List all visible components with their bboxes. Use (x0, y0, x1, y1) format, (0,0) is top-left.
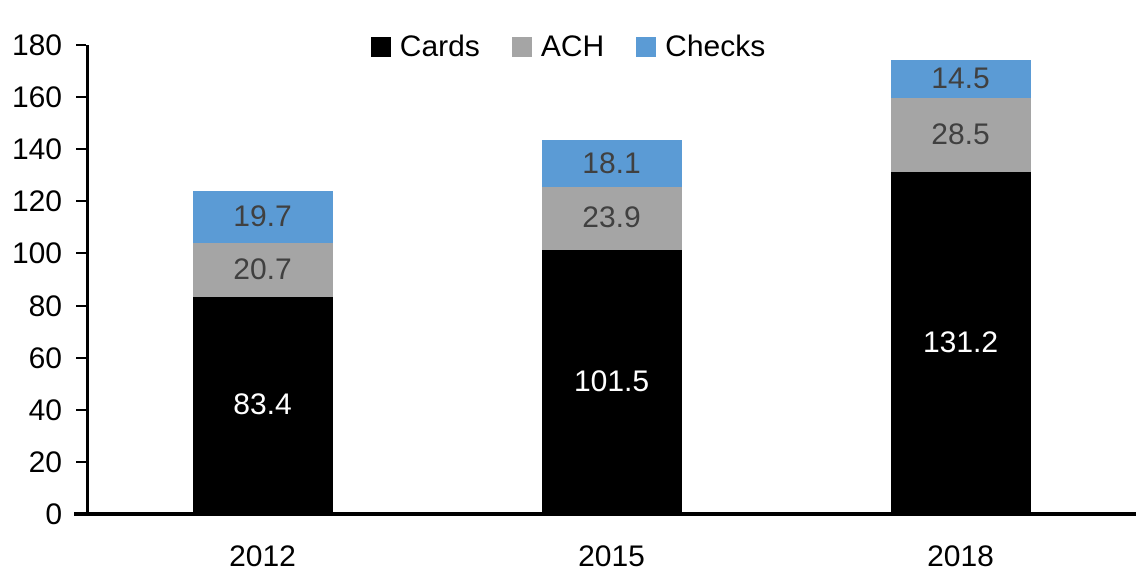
y-axis-line (86, 45, 89, 516)
bar-segment-2015-cards: 101.5 (541, 249, 682, 514)
y-tick-80 (76, 304, 86, 307)
legend-swatch-icon-checks (636, 37, 657, 57)
y-tick-label-160: 160 (11, 81, 62, 115)
y-tick-label-100: 100 (11, 237, 62, 271)
y-tick-180 (76, 44, 86, 46)
chart-legend: Cards ACH Checks (0, 32, 1136, 62)
x-axis-label-2015: 2015 (578, 540, 645, 573)
legend-label-cards: Cards (399, 30, 480, 63)
bar-segment-2012-checks: 19.7 (192, 191, 333, 243)
bar-segment-2018-cards: 131.2 (890, 172, 1031, 514)
bar-segment-2018-ach: 28.5 (890, 97, 1031, 173)
x-axis-label-2018: 2018 (927, 540, 994, 573)
bar-segment-2018-checks: 14.5 (890, 60, 1031, 98)
y-tick-120 (76, 200, 86, 203)
y-tick-label-0: 0 (45, 498, 62, 531)
y-tick-60 (76, 356, 86, 359)
y-tick-160 (76, 96, 86, 99)
legend-label-ach: ACH (540, 30, 605, 63)
legend-label-checks: Checks (665, 30, 766, 63)
bar-segment-2012-cards: 83.4 (192, 296, 333, 514)
bar-segment-2012-ach: 20.7 (192, 242, 333, 297)
y-tick-label-140: 140 (11, 133, 62, 167)
y-tick-label-120: 120 (11, 185, 62, 219)
y-tick-140 (76, 148, 86, 151)
bar-value-2012-checks: 19.7 (233, 200, 292, 234)
y-tick-20 (76, 460, 86, 463)
bar-value-2018-checks: 14.5 (931, 61, 990, 95)
legend-item-ach: ACH (511, 30, 605, 63)
bar-value-2012-cards: 83.4 (233, 388, 292, 422)
y-tick-label-40: 40 (28, 393, 62, 427)
bar-value-2012-ach: 20.7 (233, 252, 292, 286)
y-tick-40 (76, 408, 86, 411)
x-axis-label-2012: 2012 (229, 540, 296, 573)
y-tick-label-60: 60 (28, 341, 62, 375)
bar-value-2015-ach: 23.9 (582, 201, 641, 235)
bar-segment-2015-checks: 18.1 (541, 140, 682, 188)
y-tick-label-180: 180 (11, 29, 62, 62)
bar-value-2018-cards: 131.2 (922, 326, 999, 360)
legend-swatch-icon-cards (370, 37, 391, 57)
legend-item-cards: Cards (370, 30, 480, 63)
y-tick-label-80: 80 (28, 289, 62, 323)
bar-value-2015-checks: 18.1 (582, 146, 641, 180)
bar-value-2015-cards: 101.5 (573, 364, 650, 398)
y-tick-100 (76, 252, 86, 255)
bar-value-2018-ach: 28.5 (931, 118, 990, 152)
bar-segment-2015-ach: 23.9 (541, 187, 682, 250)
legend-item-checks: Checks (636, 32, 765, 62)
y-tick-label-20: 20 (28, 445, 62, 479)
x-axis-line (74, 512, 1136, 516)
legend-swatch-icon-ach (511, 37, 532, 57)
